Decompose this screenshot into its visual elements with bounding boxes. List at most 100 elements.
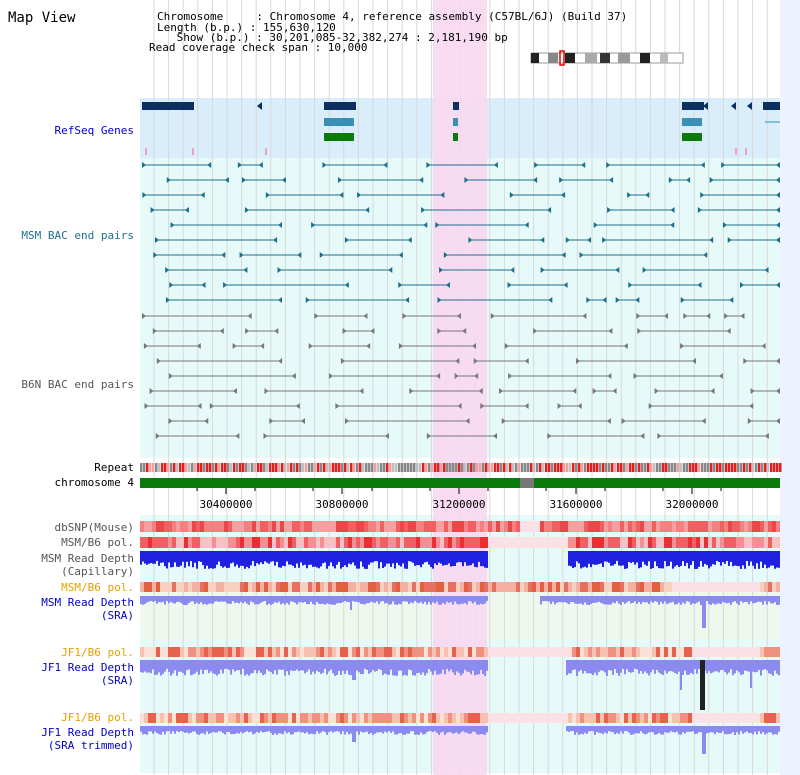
jf1-depth-sra-bar: [648, 660, 650, 676]
msm-depth-sra-bar: [228, 596, 230, 604]
msm-depth-sra-bar: [576, 596, 578, 604]
jf1-pol-cell: [760, 647, 764, 657]
repeat-block: [407, 463, 410, 472]
jf1-pol2-cell: [276, 713, 280, 723]
b6n-bac-pair-end: [577, 403, 582, 409]
jf1-pol-cell: [452, 647, 456, 657]
jf1-pol-cell: [728, 647, 732, 657]
jf1-pol-cell: [164, 647, 168, 657]
msm-depth-cap-bar: [760, 551, 762, 562]
msm-bac-pair-end: [602, 297, 607, 303]
jf1-depth-sra-bar: [298, 660, 300, 672]
jf1-depth-trim-bar: [170, 726, 172, 734]
jf1-pol-cell: [748, 647, 752, 657]
jf1-depth-trim-bar: [188, 726, 190, 734]
jf1-depth-trim-bar: [160, 726, 162, 735]
jf1-pol2-cell: [268, 713, 272, 723]
msm-depth-cap-bar: [472, 551, 474, 564]
jf1-pol2-cell: [152, 713, 156, 723]
msm-depth-cap-bar: [642, 551, 644, 562]
jf1-depth-trim-bar: [142, 726, 144, 735]
jf1-depth-sra-bar: [572, 660, 574, 670]
jf1-depth-trim-bar: [330, 726, 332, 732]
msm-pol2-cell: [620, 582, 624, 592]
jf1-depth-trim-bar: [576, 726, 578, 733]
msm-depth-sra-bar: [658, 596, 660, 605]
msm-depth-sra-bar: [672, 596, 674, 602]
jf1-depth-trim-bar: [354, 726, 356, 742]
jf1-depth-sra-bar: [724, 660, 726, 673]
jf1-depth-trim-bar: [262, 726, 264, 733]
jf1-depth-sra-bar: [168, 660, 170, 672]
repeat-block: [707, 463, 710, 472]
b6n-bac-pair-end: [340, 358, 345, 364]
repeat-block: [344, 463, 347, 472]
msm-depth-cap-bar: [688, 551, 690, 569]
msm-depth-sra-bar: [282, 596, 284, 604]
label-msm-b6-pol-2: MSM/B6 pol.: [61, 581, 134, 594]
msm-pol2-cell: [676, 582, 680, 592]
msm-depth-cap-bar: [644, 551, 646, 565]
msm-depth-sra-bar: [452, 596, 454, 605]
jf1-pol2-cell: [292, 713, 296, 723]
repeat-block: [290, 463, 293, 472]
msm-depth-sra-bar: [604, 596, 606, 605]
msm-pol-cell: [708, 537, 712, 548]
msm-depth-cap-bar: [662, 551, 664, 569]
jf1-depth-sra-bar: [408, 660, 410, 670]
jf1-pol2-cell: [428, 713, 432, 723]
msm-depth-cap-bar: [670, 551, 672, 562]
jf1-pol2-cell: [444, 713, 448, 723]
dbsnp-cell: [640, 521, 644, 532]
msm-depth-sra-bar: [586, 596, 588, 605]
msm-depth-cap-bar: [402, 551, 404, 564]
jf1-depth-sra-bar: [454, 660, 456, 676]
jf1-pol2-cell: [356, 713, 360, 723]
jf1-pol-cell: [612, 647, 616, 657]
msm-depth-cap-bar: [298, 551, 300, 568]
msm-depth-cap-bar: [482, 551, 484, 567]
dbsnp-cell: [452, 521, 456, 532]
repeat-block: [548, 463, 551, 472]
dbsnp-cell: [168, 521, 172, 532]
msm-pol2-cell: [252, 582, 256, 592]
msm-depth-cap-bar: [336, 551, 338, 565]
msm-depth-cap-bar: [252, 551, 254, 562]
jf1-depth-sra-bar: [378, 660, 380, 669]
msm-pol2-cell: [144, 582, 148, 592]
jf1-depth-trim-bar: [140, 726, 142, 732]
msm-depth-cap-bar: [624, 551, 626, 569]
jf1-depth-sra-bar: [442, 660, 444, 670]
msm-depth-cap-bar: [162, 551, 164, 563]
jf1-depth-trim-bar: [364, 726, 366, 733]
msm-depth-cap-bar: [230, 551, 232, 564]
msm-depth-sra-bar: [310, 596, 312, 602]
repeat-block: [602, 463, 605, 472]
msm-bac-pair-end: [559, 177, 564, 183]
jf1-depth-trim-bar: [458, 726, 460, 735]
msm-pol2-cell: [176, 582, 180, 592]
msm-depth-sra-bar: [338, 596, 340, 604]
jf1-depth-sra-bar: [422, 660, 424, 673]
dbsnp-cell: [172, 521, 176, 532]
jf1-pol-cell: [720, 647, 724, 657]
jf1-pol2-cell: [336, 713, 340, 723]
jf1-depth-trim-bar: [154, 726, 156, 732]
msm-depth-cap-bar: [408, 551, 410, 562]
msm-depth-cap-bar: [328, 551, 330, 566]
jf1-pol2-cell: [408, 713, 412, 723]
msm-depth-cap-bar: [612, 551, 614, 566]
dbsnp-cell: [304, 521, 308, 532]
msm-depth-sra-bar: [446, 596, 448, 602]
msm-pol2-cell: [684, 582, 688, 592]
jf1-pol-cell: [444, 647, 448, 657]
jf1-depth-sra-bar: [148, 660, 150, 673]
msm-depth-cap-bar: [604, 551, 606, 562]
msm-depth-cap-bar: [400, 551, 402, 567]
msm-depth-cap-bar: [346, 551, 348, 568]
repeat-block: [641, 463, 644, 472]
jf1-pol-cell: [188, 647, 192, 657]
msm-depth-cap-bar: [590, 551, 592, 568]
jf1-depth-sra-bar: [140, 660, 142, 673]
